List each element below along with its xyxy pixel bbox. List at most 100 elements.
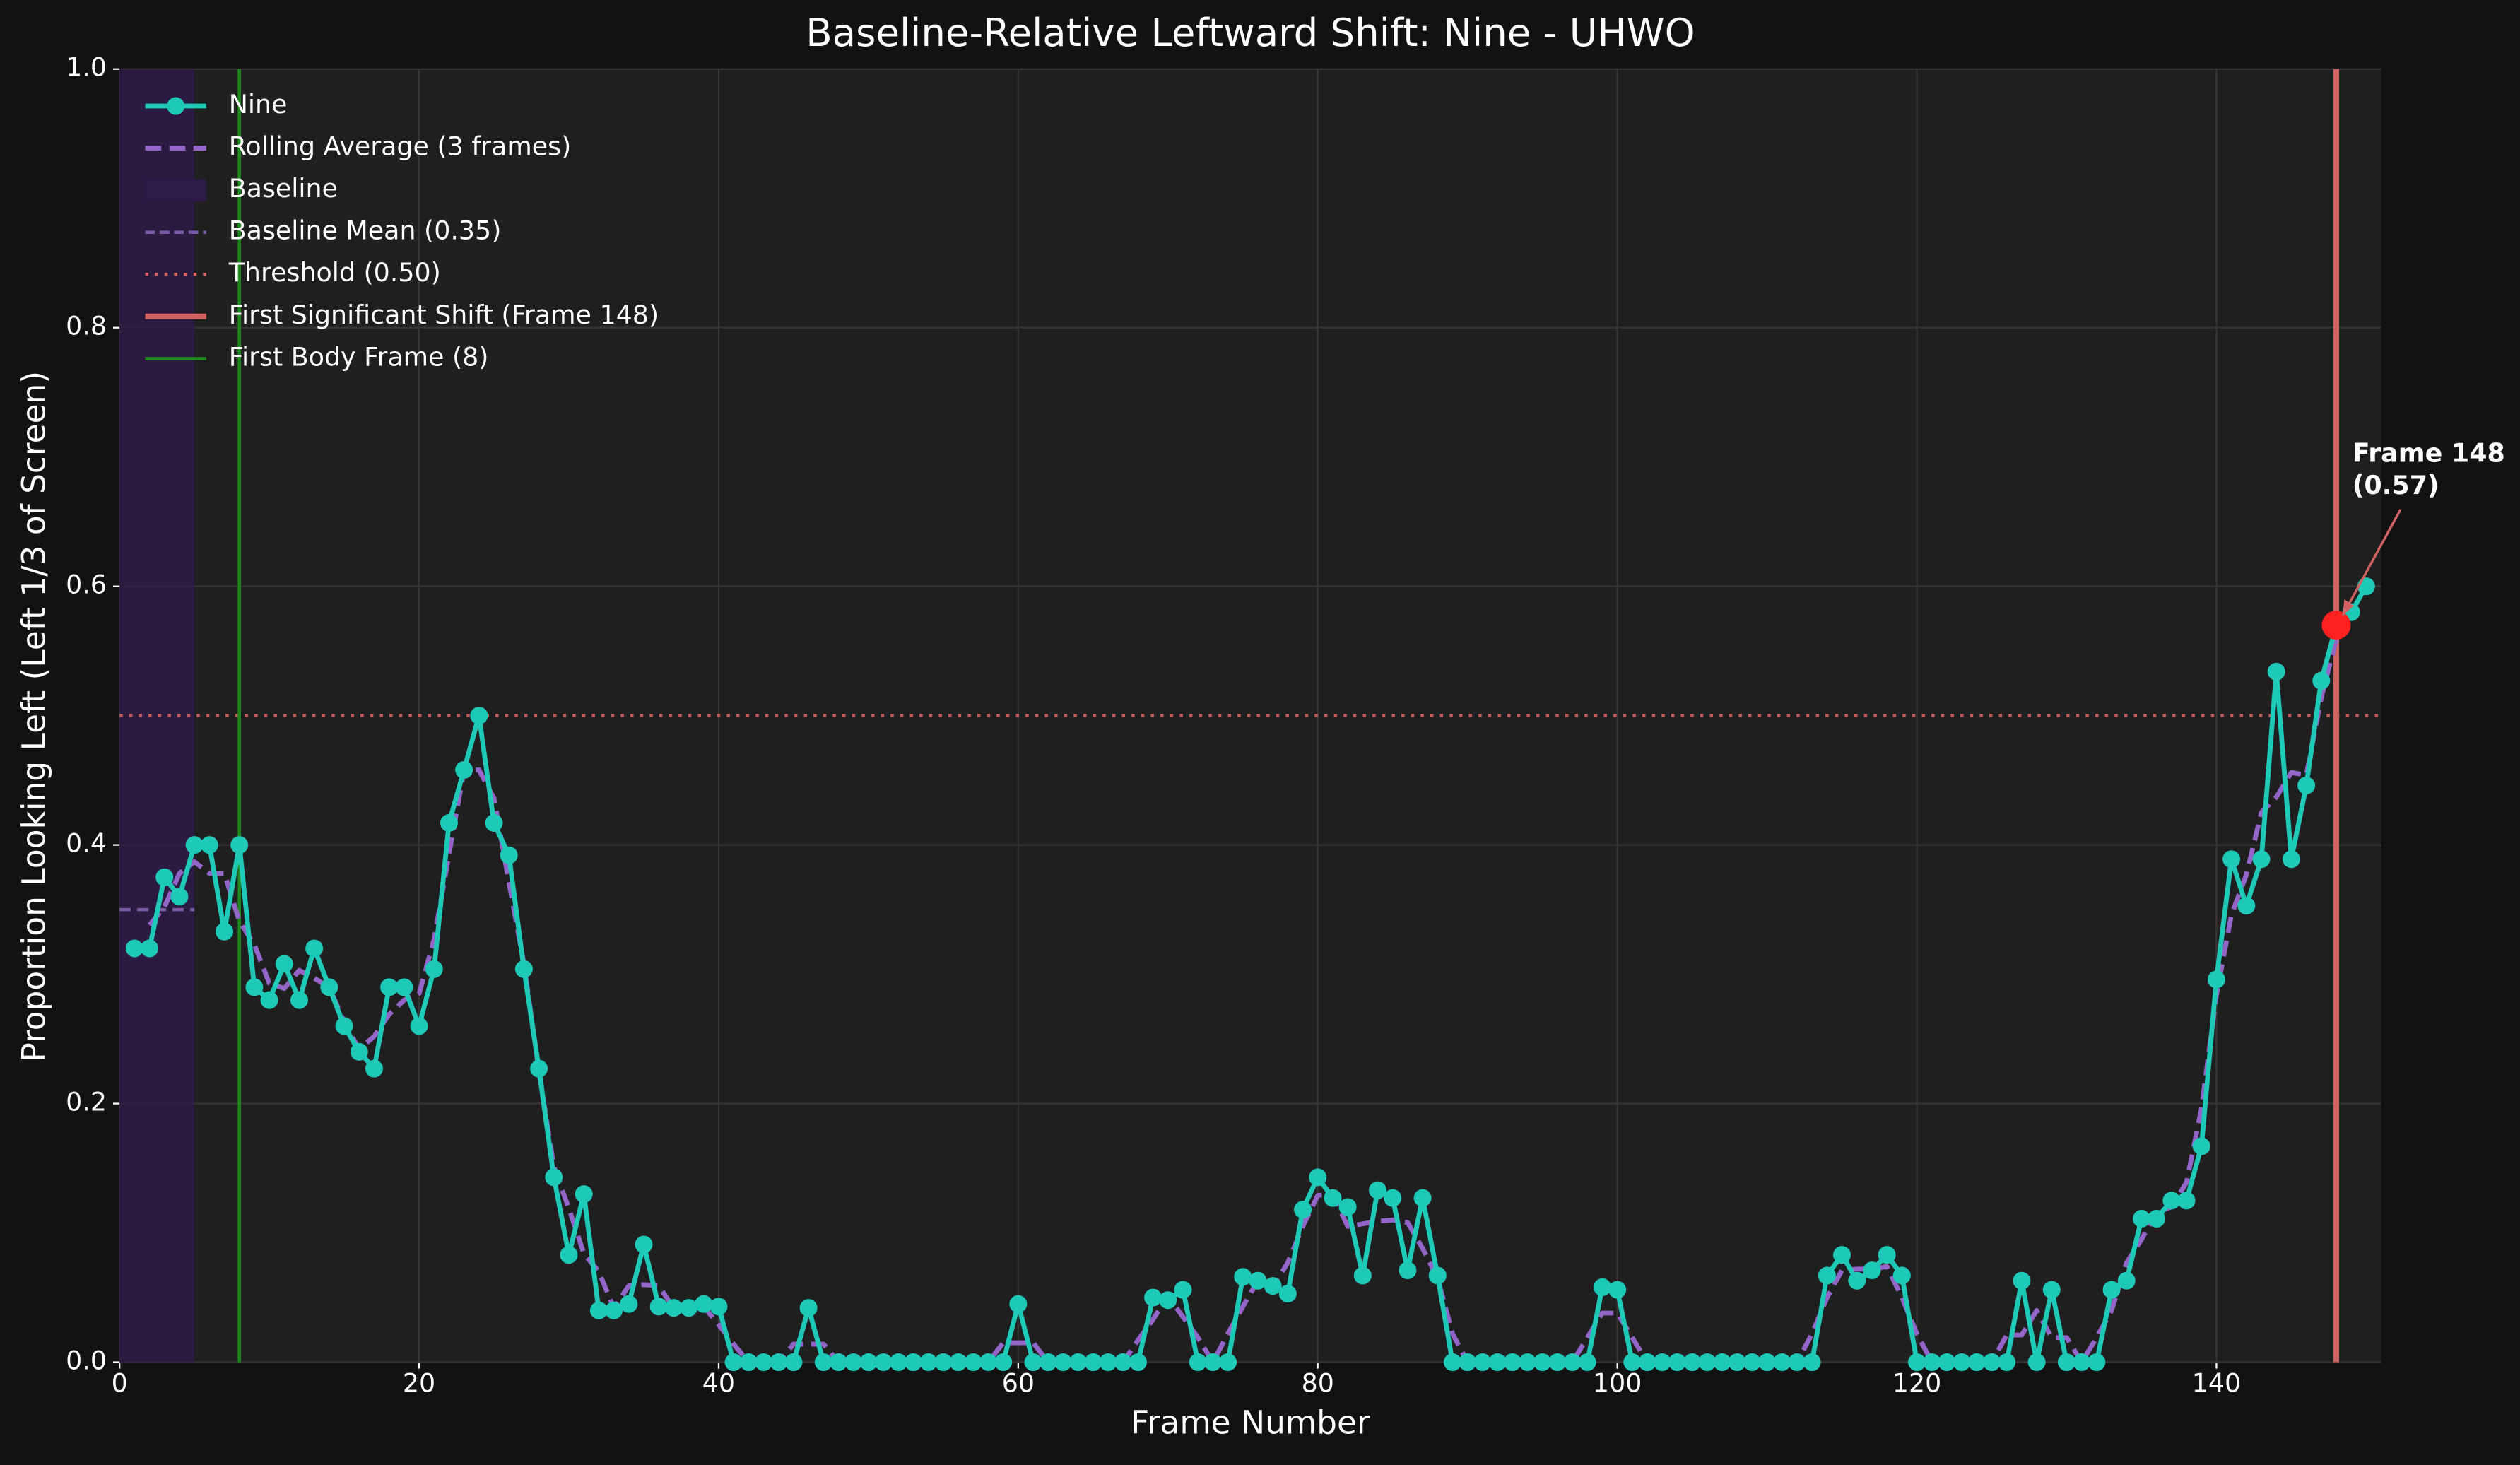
- annotation-arrowhead: [2343, 599, 2354, 616]
- highlight-point: [2321, 611, 2351, 640]
- data-point: [1923, 1353, 1941, 1372]
- data-point: [1338, 1198, 1357, 1216]
- data-point: [545, 1168, 563, 1187]
- data-point: [2312, 671, 2331, 690]
- data-point: [514, 960, 533, 978]
- data-point: [1683, 1353, 1702, 1372]
- data-point: [1384, 1189, 1402, 1207]
- y-tick-label: 0.0: [66, 1346, 107, 1376]
- y-tick-label: 0.6: [66, 570, 107, 600]
- data-point: [2162, 1192, 2181, 1210]
- data-point: [1309, 1168, 1327, 1187]
- data-point: [410, 1017, 428, 1035]
- data-point: [1998, 1353, 2016, 1372]
- data-point: [1788, 1353, 1806, 1372]
- data-point: [1084, 1353, 1102, 1372]
- data-point: [1983, 1353, 2001, 1372]
- annotation-text: (0.57): [2353, 470, 2439, 500]
- data-point: [1638, 1353, 1656, 1372]
- data-point: [1159, 1291, 1177, 1310]
- data-point: [2282, 850, 2300, 869]
- data-point: [1488, 1353, 1507, 1372]
- data-point: [1443, 1353, 1461, 1372]
- data-point: [1563, 1353, 1582, 1372]
- x-tick-label: 0: [112, 1367, 128, 1398]
- data-point: [1039, 1353, 1057, 1372]
- data-point: [2297, 776, 2316, 794]
- y-tick-label: 0.2: [66, 1087, 107, 1117]
- data-point: [1324, 1189, 1342, 1207]
- data-point: [1129, 1353, 1147, 1372]
- data-point: [814, 1353, 832, 1372]
- data-point: [1908, 1353, 1926, 1372]
- data-point: [919, 1353, 938, 1372]
- data-point: [1189, 1353, 1207, 1372]
- data-point: [695, 1295, 713, 1313]
- data-point: [125, 939, 143, 958]
- x-tick-label: 60: [1002, 1367, 1035, 1398]
- data-point: [664, 1299, 683, 1317]
- data-point: [1518, 1353, 1536, 1372]
- data-point: [2357, 577, 2375, 596]
- data-point: [589, 1301, 608, 1319]
- data-point: [680, 1299, 698, 1317]
- y-tick-label: 1.0: [66, 52, 107, 83]
- data-point: [1234, 1268, 1252, 1286]
- data-point: [2102, 1281, 2121, 1299]
- data-point: [2027, 1353, 2046, 1372]
- legend-label: Threshold (0.50): [228, 257, 441, 288]
- data-point: [1713, 1353, 1731, 1372]
- data-point: [395, 978, 413, 996]
- data-point: [455, 760, 473, 779]
- data-point: [1803, 1353, 1821, 1372]
- data-point: [964, 1353, 982, 1372]
- data-point: [2207, 970, 2225, 989]
- data-point: [1938, 1353, 1956, 1372]
- data-point: [1653, 1353, 1671, 1372]
- data-point: [1608, 1281, 1627, 1299]
- data-point: [710, 1298, 728, 1316]
- data-point: [1009, 1295, 1028, 1313]
- data-point: [934, 1353, 953, 1372]
- legend-label: Baseline: [229, 173, 338, 204]
- data-point: [2132, 1209, 2150, 1228]
- annotation-arrow: [2341, 509, 2402, 616]
- data-point: [2267, 662, 2285, 681]
- data-point: [1668, 1353, 1686, 1372]
- data-point: [1428, 1266, 1447, 1285]
- legend-marker: [167, 97, 185, 115]
- data-point: [155, 868, 174, 886]
- data-point: [2192, 1137, 2210, 1155]
- data-point: [2148, 1209, 2166, 1228]
- data-point: [844, 1353, 863, 1372]
- data-point: [1024, 1353, 1042, 1372]
- data-point: [649, 1298, 668, 1316]
- data-point: [2057, 1353, 2076, 1372]
- chart-title: Baseline-Relative Leftward Shift: Nine -…: [806, 10, 1695, 55]
- data-point: [874, 1353, 893, 1372]
- data-point: [1743, 1353, 1761, 1372]
- data-point: [1623, 1353, 1642, 1372]
- data-point: [724, 1353, 743, 1372]
- legend-label: Nine: [229, 89, 288, 119]
- data-point: [770, 1353, 788, 1372]
- data-point: [1503, 1353, 1521, 1372]
- data-point: [245, 978, 264, 996]
- data-point: [1833, 1246, 1851, 1264]
- data-point: [1413, 1189, 1432, 1207]
- legend-label: First Significant Shift (Frame 148): [229, 300, 659, 330]
- x-tick-label: 120: [1892, 1367, 1941, 1398]
- data-point: [200, 836, 218, 854]
- data-point: [1353, 1266, 1372, 1285]
- data-point: [1099, 1353, 1117, 1372]
- data-point: [500, 846, 518, 864]
- data-point: [365, 1059, 383, 1078]
- x-tick-label: 40: [702, 1367, 735, 1398]
- data-point: [1473, 1353, 1492, 1372]
- data-point: [1219, 1353, 1237, 1372]
- data-point: [784, 1353, 803, 1372]
- data-point: [1818, 1266, 1836, 1285]
- legend-label: First Body Frame (8): [229, 341, 489, 372]
- data-point: [1144, 1288, 1162, 1307]
